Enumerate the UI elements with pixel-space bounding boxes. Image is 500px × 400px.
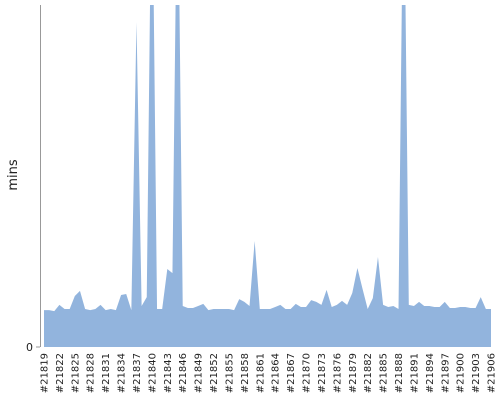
x-tick-label: #21846 xyxy=(178,353,189,393)
x-tick-label: #21819 xyxy=(40,353,51,393)
x-tick-label: #21879 xyxy=(348,353,359,393)
x-tick-label: #21828 xyxy=(86,353,97,393)
x-tick-label: #21858 xyxy=(240,353,251,393)
x-tick-label: #21894 xyxy=(425,353,436,393)
x-tick-label: #21849 xyxy=(194,353,205,393)
x-tick-label: #21834 xyxy=(117,353,128,393)
y-axis-label: mins xyxy=(6,159,21,191)
x-tick-label: #21885 xyxy=(379,353,390,393)
area xyxy=(44,5,491,347)
x-tick-label: #21822 xyxy=(55,353,66,393)
x-tick-label: #21903 xyxy=(471,353,482,393)
x-tick-label: #21825 xyxy=(70,353,81,393)
x-tick-label: #21897 xyxy=(440,353,451,393)
x-tick-label: #21840 xyxy=(147,353,158,393)
y-tick-label: 0 xyxy=(26,341,33,354)
x-tick-label: #21888 xyxy=(394,353,405,393)
x-tick-label: #21900 xyxy=(456,353,467,393)
x-tick-label: #21864 xyxy=(271,353,282,393)
x-tick-label: #21870 xyxy=(302,353,313,393)
x-tick-label: #21843 xyxy=(163,353,174,393)
x-tick-label: #21861 xyxy=(255,353,266,393)
x-tick-label: #21831 xyxy=(101,353,112,393)
x-tick-label: #21837 xyxy=(132,353,143,393)
x-tick-label: #21891 xyxy=(409,353,420,393)
x-tick-label: #21876 xyxy=(332,353,343,393)
x-tick-label: #21867 xyxy=(286,353,297,393)
x-tick-label: #21882 xyxy=(363,353,374,393)
x-tick-label: #21873 xyxy=(317,353,328,393)
x-tick-label: #21855 xyxy=(224,353,235,393)
x-tick-label: #21852 xyxy=(209,353,220,393)
x-tick-label: #21906 xyxy=(487,353,498,393)
